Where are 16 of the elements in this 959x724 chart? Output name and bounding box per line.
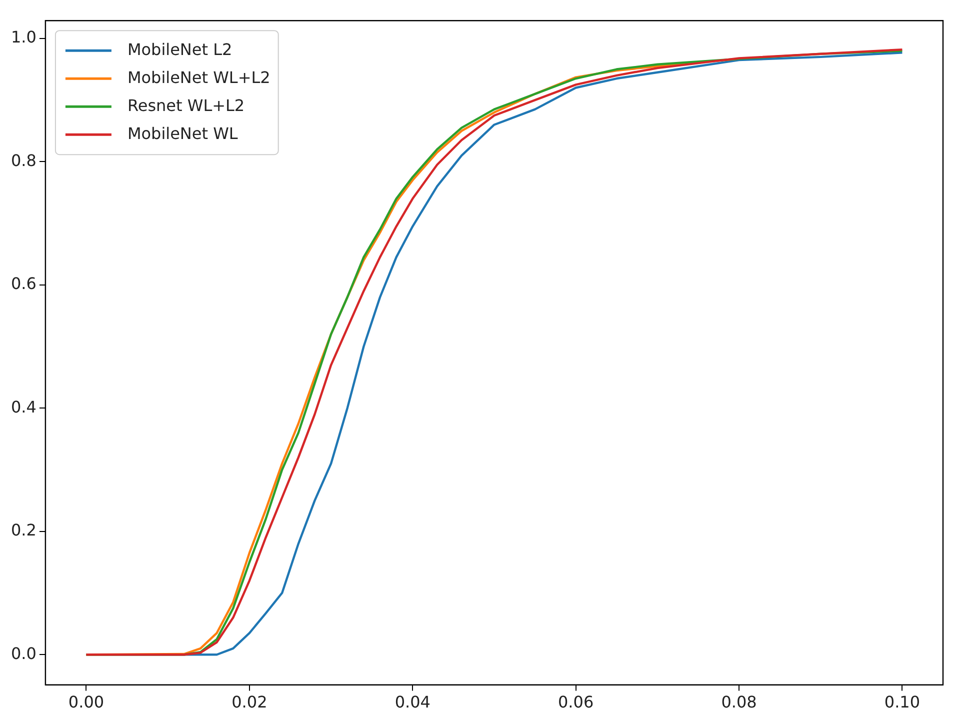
x-tick-label: 0.06 xyxy=(558,692,594,712)
x-tick-label: 0.02 xyxy=(232,692,268,712)
y-tick-label: 1.0 xyxy=(10,28,36,47)
x-tick-label: 0.04 xyxy=(394,692,430,712)
legend-label: MobileNet WL+L2 xyxy=(127,68,270,87)
legend-label: MobileNet L2 xyxy=(127,40,232,59)
x-tick-label: 0.10 xyxy=(884,692,920,712)
x-tick-label: 0.00 xyxy=(68,692,104,712)
y-tick-label: 0.0 xyxy=(10,644,36,663)
legend-label: MobileNet WL xyxy=(127,124,238,143)
x-tick-label: 0.08 xyxy=(721,692,757,712)
y-tick-label: 0.2 xyxy=(10,520,36,540)
legend-label: Resnet WL+L2 xyxy=(127,96,245,115)
y-tick-label: 0.4 xyxy=(10,397,36,416)
y-tick-label: 0.8 xyxy=(10,150,36,170)
y-tick-label: 0.6 xyxy=(10,274,36,294)
